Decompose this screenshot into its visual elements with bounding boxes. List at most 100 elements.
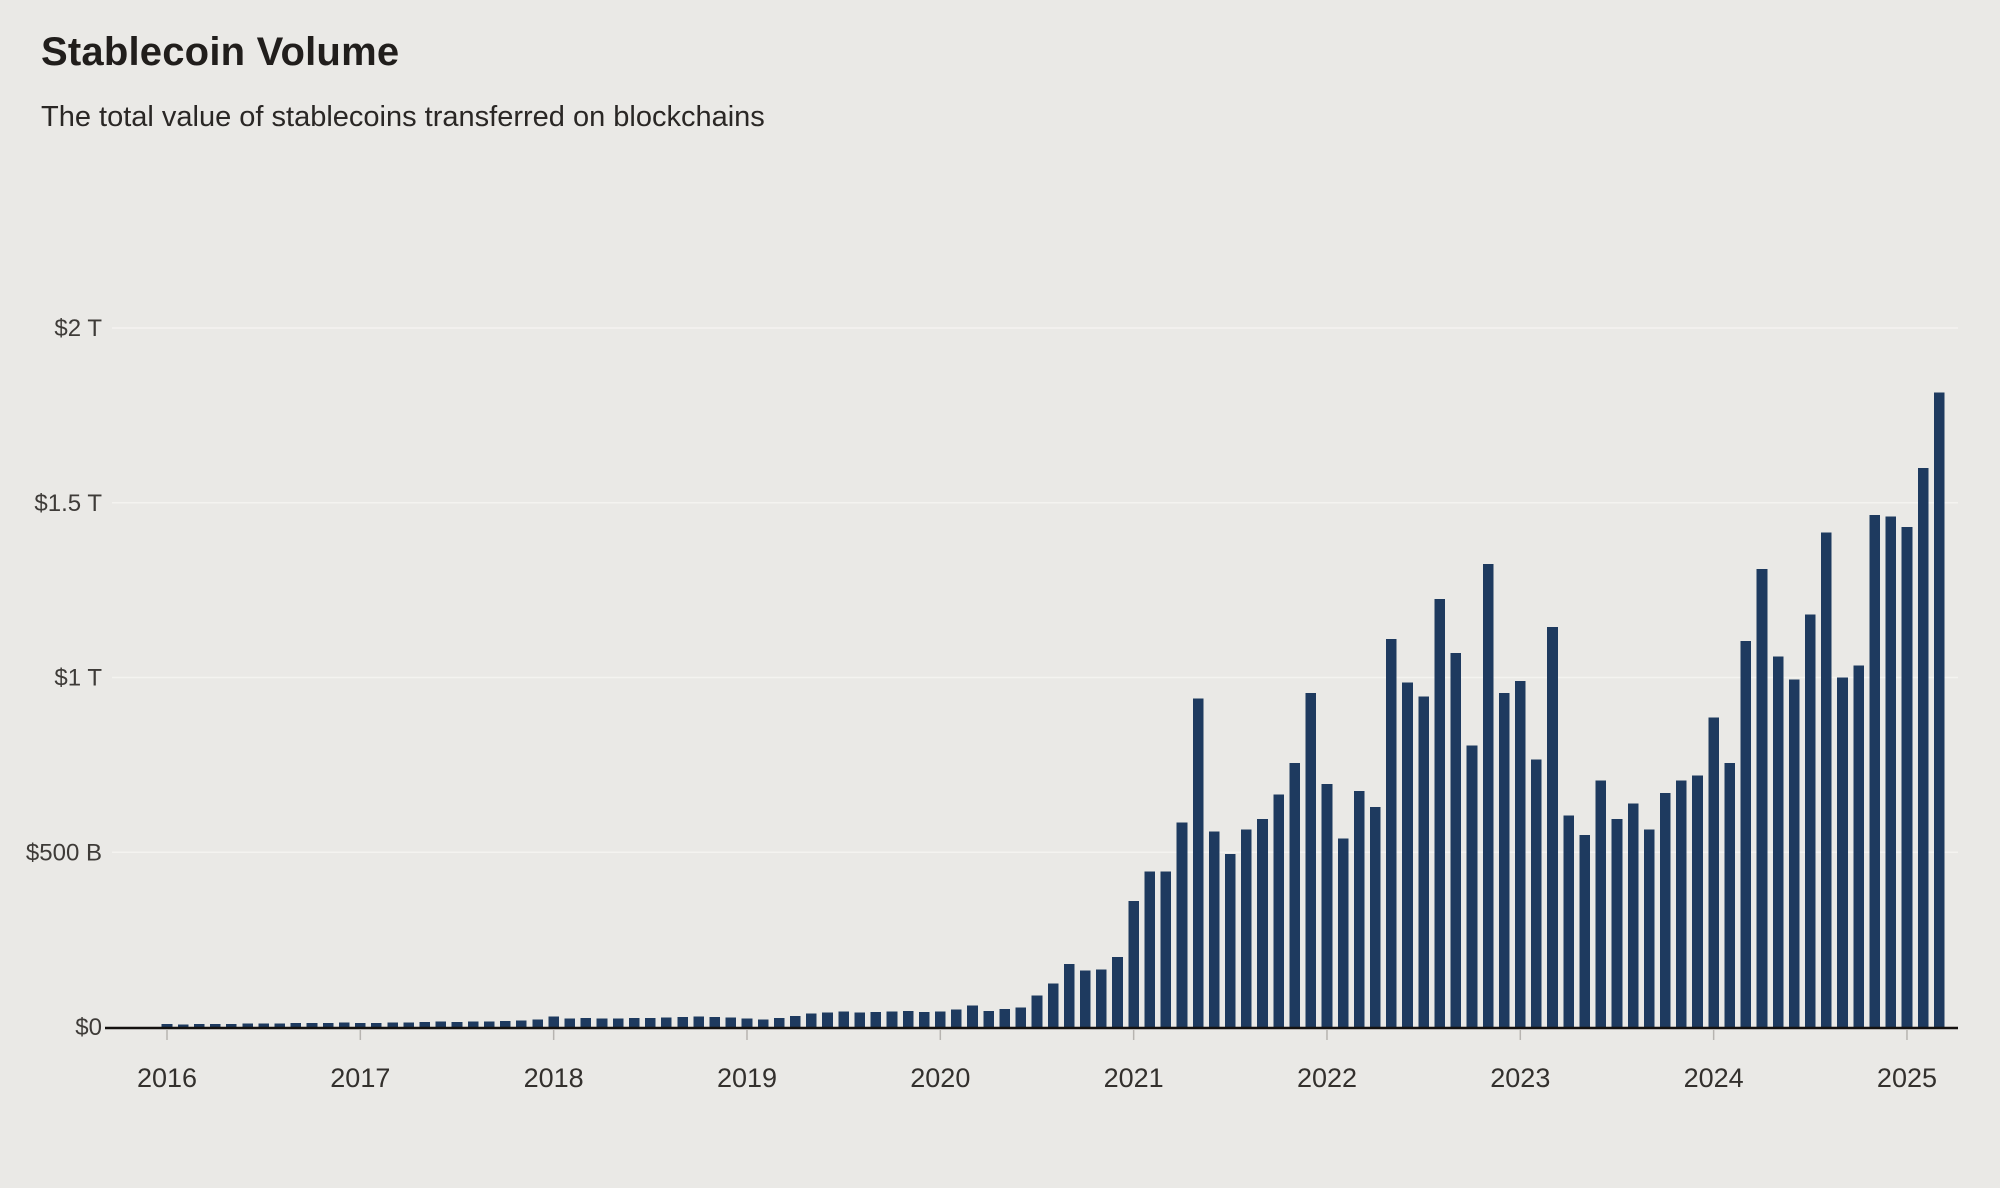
bar-2019-05[interactable] [806, 1013, 817, 1027]
bar-2023-05[interactable] [1579, 834, 1591, 1027]
bar-2018-11[interactable] [709, 1016, 721, 1027]
bar-2019-11[interactable] [902, 1010, 914, 1027]
bar-2016-09[interactable] [290, 1023, 302, 1027]
bar-2022-11[interactable] [1482, 563, 1494, 1027]
bar-2020-10[interactable] [1080, 970, 1091, 1027]
bar-2019-03[interactable] [773, 1017, 785, 1027]
bar-2021-07[interactable] [1225, 854, 1236, 1027]
bar-2018-12[interactable] [725, 1017, 737, 1027]
bar-2021-11[interactable] [1289, 763, 1301, 1027]
bar-2016-08[interactable] [274, 1023, 286, 1028]
bar-2023-03[interactable] [1547, 626, 1558, 1027]
bar-2018-04[interactable] [596, 1018, 608, 1027]
bar-2017-12[interactable] [532, 1019, 543, 1027]
bar-2017-08[interactable] [467, 1021, 479, 1027]
bar-2020-12[interactable] [1112, 957, 1123, 1027]
bar-2020-02[interactable] [951, 1009, 962, 1027]
bar-2022-03[interactable] [1353, 791, 1365, 1027]
bar-2022-07[interactable] [1418, 696, 1429, 1027]
bar-2025-02[interactable] [1917, 467, 1929, 1027]
bar-2018-07[interactable] [645, 1017, 656, 1027]
bar-2017-06[interactable] [435, 1021, 447, 1027]
bar-2018-09[interactable] [677, 1017, 688, 1027]
bar-2022-09[interactable] [1450, 653, 1462, 1027]
bar-2017-04[interactable] [403, 1022, 414, 1027]
bar-2023-07[interactable] [1611, 819, 1623, 1027]
bar-2018-02[interactable] [564, 1018, 576, 1027]
bar-2023-02[interactable] [1531, 759, 1542, 1027]
bar-2023-06[interactable] [1595, 780, 1607, 1027]
bar-2016-06[interactable] [242, 1023, 253, 1028]
bar-2020-07[interactable] [1031, 995, 1043, 1027]
bar-2020-08[interactable] [1047, 983, 1059, 1027]
bar-2017-03[interactable] [387, 1022, 398, 1027]
bar-2024-04[interactable] [1756, 569, 1768, 1027]
bar-2021-10[interactable] [1273, 794, 1284, 1027]
bar-2024-10[interactable] [1853, 665, 1864, 1027]
bar-2018-06[interactable] [628, 1017, 640, 1027]
bar-2019-09[interactable] [870, 1011, 882, 1027]
bar-2020-03[interactable] [967, 1005, 978, 1027]
bar-2022-06[interactable] [1402, 682, 1413, 1027]
bar-2021-01[interactable] [1128, 901, 1139, 1027]
bar-2016-01[interactable] [161, 1024, 173, 1027]
bar-2021-12[interactable] [1305, 693, 1317, 1027]
bar-2022-10[interactable] [1466, 745, 1478, 1027]
bar-2020-04[interactable] [983, 1010, 994, 1027]
bar-2016-12[interactable] [338, 1022, 350, 1027]
bar-2016-03[interactable] [193, 1024, 205, 1027]
bar-2017-09[interactable] [483, 1021, 495, 1027]
bar-2021-02[interactable] [1144, 871, 1156, 1027]
bar-2018-08[interactable] [661, 1017, 672, 1027]
bar-2019-01[interactable] [741, 1018, 753, 1027]
bar-2020-06[interactable] [1015, 1007, 1027, 1027]
bar-2017-01[interactable] [355, 1022, 366, 1027]
bar-2024-06[interactable] [1788, 679, 1800, 1027]
bar-2024-02[interactable] [1724, 763, 1736, 1027]
bar-2020-05[interactable] [999, 1009, 1011, 1027]
bar-2022-04[interactable] [1370, 806, 1381, 1027]
bar-2025-01[interactable] [1901, 527, 1913, 1027]
bar-2023-11[interactable] [1676, 780, 1687, 1027]
bar-2017-05[interactable] [419, 1021, 431, 1027]
bar-2018-01[interactable] [548, 1016, 559, 1027]
bar-2019-12[interactable] [918, 1011, 930, 1027]
bar-2024-11[interactable] [1869, 514, 1881, 1027]
bar-2021-06[interactable] [1208, 831, 1220, 1027]
bar-2021-08[interactable] [1241, 829, 1252, 1027]
bar-2017-10[interactable] [500, 1021, 511, 1027]
bar-2016-04[interactable] [210, 1023, 221, 1027]
bar-2024-08[interactable] [1821, 532, 1832, 1027]
bar-2019-10[interactable] [886, 1011, 898, 1027]
bar-2019-06[interactable] [822, 1012, 833, 1027]
bar-2020-09[interactable] [1063, 964, 1075, 1027]
bar-2019-04[interactable] [790, 1016, 801, 1027]
bar-2024-12[interactable] [1885, 516, 1897, 1027]
bar-2022-05[interactable] [1386, 639, 1397, 1027]
bar-2024-03[interactable] [1740, 640, 1752, 1027]
bar-2024-07[interactable] [1805, 614, 1816, 1027]
bar-2023-04[interactable] [1563, 815, 1574, 1027]
bar-2020-01[interactable] [935, 1011, 946, 1027]
bar-2019-07[interactable] [838, 1011, 849, 1027]
bar-2018-03[interactable] [580, 1017, 592, 1027]
bar-2022-08[interactable] [1434, 598, 1446, 1027]
bar-2024-05[interactable] [1772, 656, 1784, 1027]
bar-2022-02[interactable] [1337, 838, 1349, 1027]
bar-2024-09[interactable] [1837, 677, 1848, 1028]
bar-2024-01[interactable] [1708, 717, 1719, 1027]
bar-2018-10[interactable] [693, 1016, 704, 1027]
bar-2023-01[interactable] [1515, 681, 1526, 1027]
bar-2022-12[interactable] [1498, 693, 1510, 1027]
bar-2023-08[interactable] [1627, 803, 1639, 1027]
bar-2019-08[interactable] [854, 1012, 866, 1027]
bar-2017-02[interactable] [371, 1023, 382, 1027]
bar-2016-11[interactable] [322, 1022, 334, 1027]
bar-2018-05[interactable] [612, 1018, 624, 1027]
bar-2023-12[interactable] [1692, 775, 1703, 1027]
bar-2022-01[interactable] [1321, 784, 1333, 1027]
bar-2021-04[interactable] [1176, 822, 1188, 1027]
bar-2016-02[interactable] [177, 1024, 189, 1027]
bar-2019-02[interactable] [757, 1019, 769, 1027]
bar-2016-05[interactable] [226, 1023, 237, 1027]
